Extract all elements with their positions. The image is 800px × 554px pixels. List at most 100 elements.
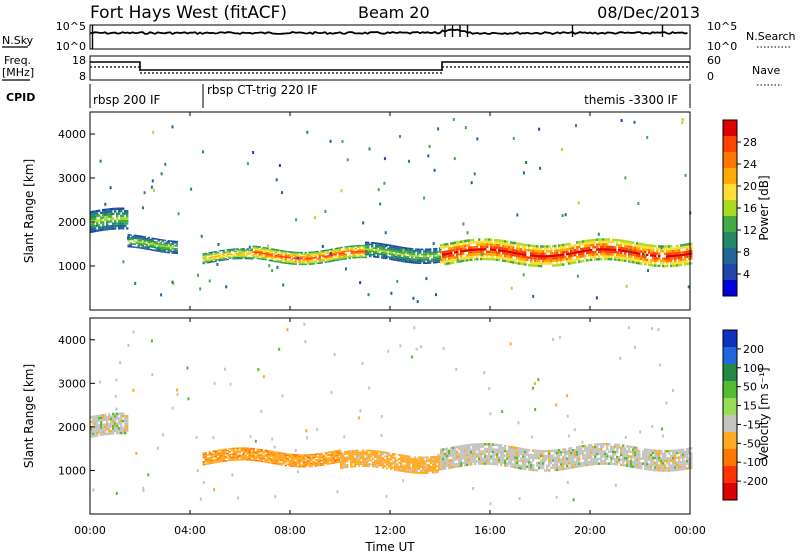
echo-scatter-cell: [274, 495, 277, 499]
echo-cell: [385, 243, 388, 246]
echo-cell: [686, 457, 689, 460]
echo-cell: [540, 247, 543, 251]
echo-cell: [100, 416, 103, 420]
echo-cell: [492, 258, 495, 261]
echo-cell: [512, 244, 515, 247]
echo-cell: [616, 455, 619, 459]
echo-cell: [248, 250, 251, 253]
echo-cell: [652, 249, 655, 252]
echo-cell: [437, 254, 440, 257]
echo-cell: [157, 250, 160, 252]
echo-cell: [278, 261, 281, 263]
echo-cell: [122, 429, 125, 432]
echo-cell: [137, 241, 140, 243]
echo-cell: [350, 463, 353, 466]
echo-cell: [500, 456, 503, 459]
echo-cell: [376, 456, 379, 459]
echo-cell: [348, 458, 351, 460]
echo-cell: [218, 453, 221, 456]
echo-cell: [276, 457, 279, 460]
echo-cell: [532, 249, 535, 252]
echo-cell: [550, 459, 553, 462]
echo-cell: [216, 251, 219, 254]
echo-cell: [270, 452, 273, 454]
echo-cell: [616, 253, 619, 257]
echo-cell: [504, 449, 507, 453]
echo-cell: [322, 455, 325, 457]
echo-cell: [393, 250, 396, 253]
echo-cell: [648, 263, 651, 267]
echo-cell: [632, 258, 635, 261]
echo-cell: [562, 460, 565, 463]
echo-cell: [326, 457, 329, 460]
echo-cell: [424, 466, 427, 469]
echo-cell: [526, 465, 529, 468]
echo-cell: [490, 450, 493, 453]
echo-scatter-cell: [614, 483, 617, 487]
echo-cell: [394, 466, 397, 469]
echo-cell: [488, 450, 491, 453]
echo-cell: [556, 261, 559, 265]
echo-cell: [290, 455, 293, 457]
echo-cell: [340, 257, 343, 259]
echo-cell: [688, 462, 691, 465]
echo-cell: [688, 459, 691, 463]
echo-cell: [370, 455, 373, 458]
echo-cell: [332, 252, 335, 255]
echo-cell: [442, 462, 445, 466]
echo-cell: [234, 456, 237, 458]
echo-cell: [412, 467, 415, 470]
echo-cell: [536, 252, 539, 255]
echo-cell: [147, 247, 150, 249]
echo-scatter-cell: [416, 469, 419, 473]
echo-cell: [628, 248, 631, 251]
echo-cell: [408, 465, 411, 468]
echo-cell: [582, 461, 585, 465]
echo-scatter-cell: [330, 390, 333, 394]
echo-cell: [460, 450, 463, 453]
echo-cell: [342, 459, 345, 461]
echo-cell: [292, 254, 295, 256]
echo-cell: [222, 451, 225, 454]
echo-cell: [600, 443, 603, 446]
echo-cell: [102, 211, 105, 214]
echo-scatter-cell: [619, 356, 622, 360]
echo-cell: [408, 463, 411, 466]
echo-cell: [534, 456, 537, 460]
echo-cell: [492, 443, 495, 446]
echo-cell: [90, 213, 93, 216]
echo-cell: [660, 459, 663, 462]
echo-cell: [494, 460, 497, 463]
echo-cell: [365, 241, 368, 244]
echo-cell: [542, 250, 545, 253]
echo-cell: [304, 260, 307, 263]
echo-cell: [650, 451, 653, 454]
echo-cell: [572, 454, 575, 457]
echo-cell: [298, 465, 301, 468]
echo-cell: [260, 249, 263, 251]
echo-cell: [403, 255, 406, 258]
echo-cell: [165, 244, 168, 246]
echo-cell: [606, 462, 609, 465]
echo-cell: [110, 417, 113, 421]
echo-cell: [614, 450, 617, 454]
echo-cell: [668, 252, 671, 255]
echo-cell: [642, 248, 645, 251]
echo-cell: [566, 464, 569, 468]
echo-cell: [608, 255, 611, 258]
echo-cell: [394, 461, 397, 463]
echo-cell: [210, 259, 213, 261]
echo-cell: [118, 219, 121, 223]
echo-cell: [606, 238, 609, 241]
echo-cell: [280, 459, 283, 462]
echo-cell: [444, 448, 447, 451]
echo-cell: [588, 453, 591, 457]
echo-cell: [472, 251, 475, 254]
echo-cell: [602, 455, 605, 458]
echo-cell: [373, 247, 376, 249]
echo-cell: [504, 459, 507, 462]
echo-cell: [171, 246, 174, 248]
echo-cell: [578, 255, 581, 258]
echo-cell: [564, 258, 567, 261]
echo-cell: [622, 461, 625, 464]
